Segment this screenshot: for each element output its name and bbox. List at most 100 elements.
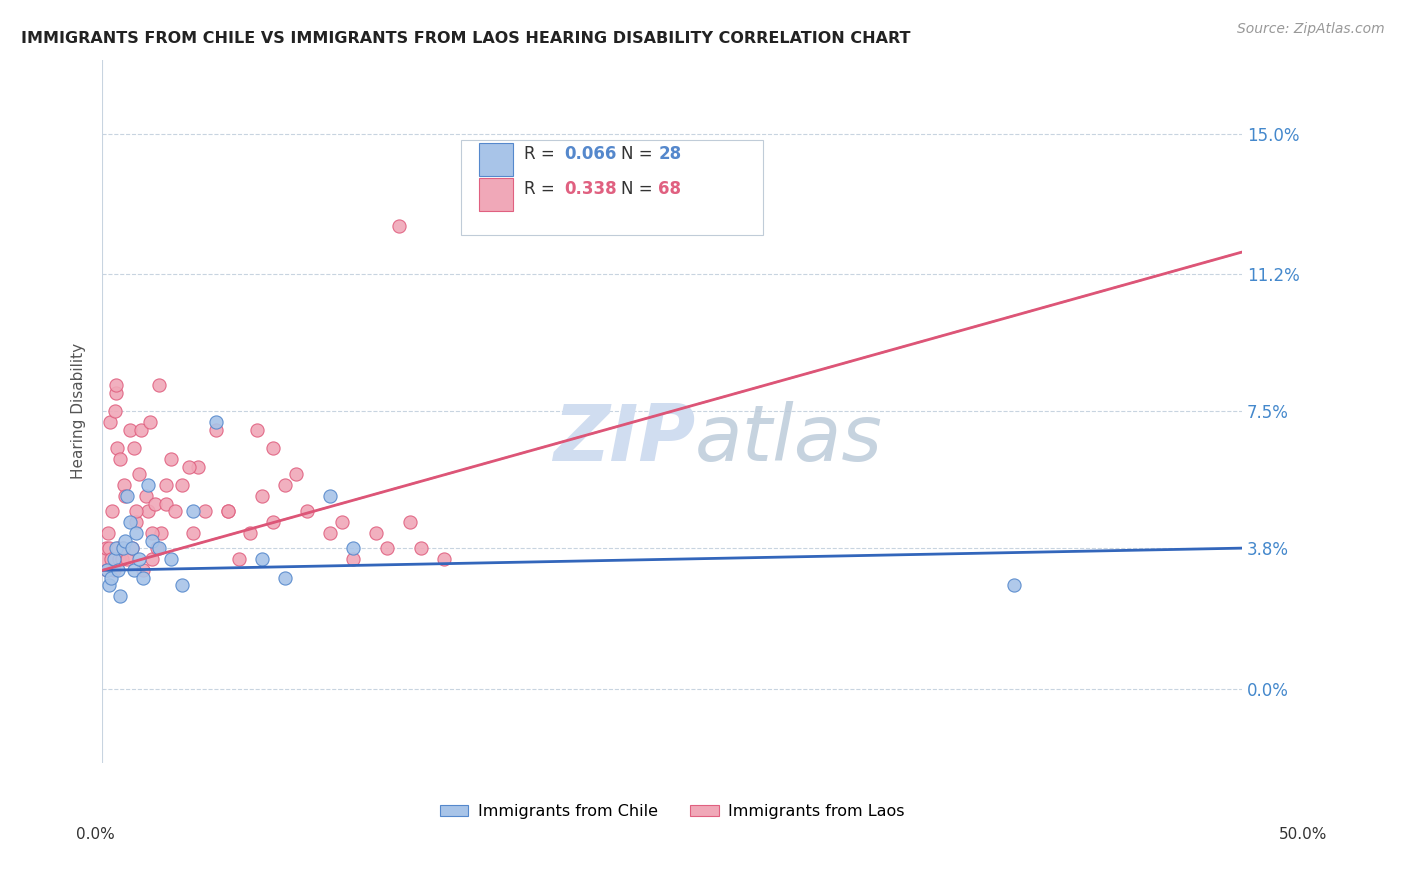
Point — [170, 578, 193, 592]
Point — [107, 563, 129, 577]
Text: N =: N = — [621, 180, 658, 198]
Point — [183, 504, 205, 518]
Point — [125, 515, 148, 529]
Text: Source: ZipAtlas.com: Source: ZipAtlas.com — [1237, 22, 1385, 37]
Point — [97, 526, 120, 541]
Point — [121, 541, 143, 555]
Point — [342, 552, 364, 566]
Point — [155, 478, 177, 492]
Point — [117, 552, 139, 566]
Point — [285, 467, 308, 482]
Point — [104, 541, 127, 555]
Point — [165, 504, 187, 518]
Point — [98, 541, 121, 555]
Point — [132, 571, 155, 585]
Point — [239, 526, 262, 541]
Point — [399, 515, 422, 529]
Point — [93, 552, 115, 566]
Text: 0.066: 0.066 — [564, 145, 616, 162]
Point — [319, 526, 342, 541]
Point — [205, 415, 228, 429]
Point — [135, 489, 157, 503]
Point — [150, 526, 173, 541]
Point — [205, 423, 228, 437]
Point — [107, 541, 129, 555]
Point — [141, 552, 163, 566]
Point — [96, 563, 118, 577]
Point — [118, 515, 141, 529]
Point — [128, 552, 150, 566]
Text: 28: 28 — [658, 145, 682, 162]
Point — [105, 441, 128, 455]
Text: R =: R = — [524, 180, 560, 198]
Point — [141, 526, 163, 541]
Point — [136, 504, 159, 518]
Point — [187, 459, 209, 474]
Point — [411, 541, 433, 555]
Point — [364, 526, 387, 541]
Point — [387, 219, 409, 234]
Point — [155, 497, 177, 511]
Point — [112, 478, 135, 492]
Text: 50.0%: 50.0% — [1279, 827, 1327, 841]
Text: R =: R = — [524, 145, 560, 162]
Text: IMMIGRANTS FROM CHILE VS IMMIGRANTS FROM LAOS HEARING DISABILITY CORRELATION CHA: IMMIGRANTS FROM CHILE VS IMMIGRANTS FROM… — [21, 31, 911, 46]
Point — [104, 378, 127, 392]
Point — [129, 423, 152, 437]
Point — [273, 478, 295, 492]
Point — [104, 385, 127, 400]
Point — [101, 504, 124, 518]
Point — [128, 467, 150, 482]
Point — [111, 541, 134, 555]
Text: 0.338: 0.338 — [564, 180, 616, 198]
Point — [375, 541, 398, 555]
Point — [110, 452, 132, 467]
Point — [146, 541, 169, 555]
Point — [125, 504, 148, 518]
Point — [110, 552, 132, 566]
Point — [111, 541, 134, 555]
Point — [114, 489, 136, 503]
Point — [143, 497, 166, 511]
Point — [103, 552, 125, 566]
Point — [141, 533, 163, 548]
Point — [100, 571, 122, 585]
Point — [148, 541, 170, 555]
Point — [114, 533, 136, 548]
FancyBboxPatch shape — [479, 178, 513, 211]
Text: 68: 68 — [658, 180, 682, 198]
Point — [98, 415, 121, 429]
Point — [177, 459, 200, 474]
Point — [262, 515, 284, 529]
Point — [250, 552, 273, 566]
Point — [330, 515, 353, 529]
Point — [132, 563, 155, 577]
FancyBboxPatch shape — [479, 144, 513, 176]
Text: ZIP: ZIP — [553, 401, 695, 477]
Y-axis label: Hearing Disability: Hearing Disability — [72, 343, 86, 479]
Point — [228, 552, 250, 566]
Point — [125, 526, 148, 541]
Point — [1002, 578, 1025, 592]
Text: N =: N = — [621, 145, 658, 162]
Point — [433, 552, 456, 566]
Point — [217, 504, 239, 518]
Text: atlas: atlas — [695, 401, 883, 477]
Point — [194, 504, 217, 518]
Point — [262, 441, 284, 455]
Point — [104, 404, 127, 418]
Point — [217, 504, 239, 518]
Point — [342, 541, 364, 555]
Point — [246, 423, 269, 437]
Text: 0.0%: 0.0% — [76, 827, 115, 841]
Point — [118, 423, 141, 437]
Point — [103, 563, 125, 577]
Point — [96, 563, 118, 577]
Point — [319, 489, 342, 503]
Legend: Immigrants from Chile, Immigrants from Laos: Immigrants from Chile, Immigrants from L… — [433, 797, 911, 825]
Point — [100, 552, 122, 566]
Point — [94, 541, 117, 555]
Point — [183, 526, 205, 541]
Point — [121, 541, 143, 555]
Point — [122, 563, 145, 577]
